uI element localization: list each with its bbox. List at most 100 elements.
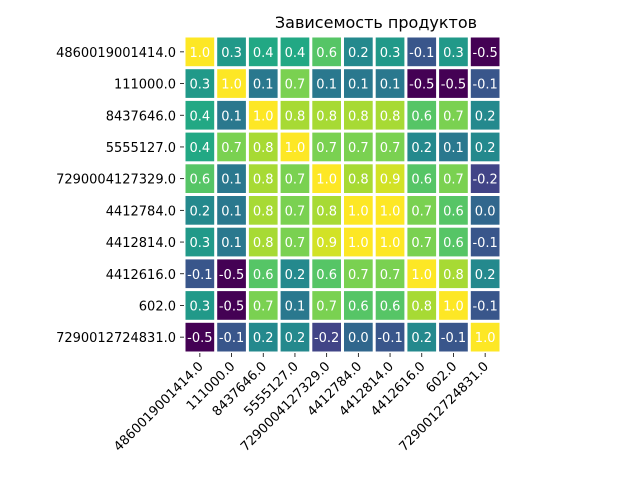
cell-value-label-r6-c1: 0.1 xyxy=(221,236,242,251)
cell-value-label-r4-c1: 0.1 xyxy=(221,173,242,188)
heatmap-cell-r2-c0 xyxy=(185,100,215,130)
cell-value-label-r0-c2: 0.4 xyxy=(253,46,274,61)
heatmap-cell-r1-c5 xyxy=(344,69,373,98)
cell-value-label-r5-c5: 1.0 xyxy=(348,204,369,219)
heatmap-cell-r0-c9 xyxy=(470,37,500,67)
heatmap-cell-r5-c5 xyxy=(344,196,373,225)
cell-value-label-r1-c5: 0.1 xyxy=(348,78,369,93)
heatmap-cell-r9-c0 xyxy=(185,322,215,352)
y-tick-label-4412814-0: 4412814.0 xyxy=(106,236,176,251)
heatmap-cell-r4-c1 xyxy=(217,164,246,193)
cell-value-label-r6-c9: -0.1 xyxy=(472,236,497,251)
heatmap-cell-r9-c6 xyxy=(375,322,405,352)
heatmap-cell-r3-c8 xyxy=(439,132,468,162)
cell-value-label-r4-c0: 0.6 xyxy=(190,173,211,188)
cell-value-label-r7-c0: -0.1 xyxy=(187,268,212,283)
heatmap-cell-r1-c9 xyxy=(470,69,500,98)
heatmap-cell-r5-c3 xyxy=(280,196,310,225)
cell-value-label-r2-c7: 0.6 xyxy=(411,109,432,124)
heatmap-cell-r1-c0 xyxy=(185,69,215,98)
cell-value-label-r2-c1: 0.1 xyxy=(221,109,242,124)
heatmap-cell-r5-c1 xyxy=(217,196,246,225)
heatmap-cell-r6-c3 xyxy=(280,227,310,257)
heatmap-cell-r6-c6 xyxy=(375,227,405,257)
cell-value-label-r3-c1: 0.7 xyxy=(221,141,242,156)
cell-value-label-r3-c6: 0.7 xyxy=(380,141,401,156)
heatmap-cell-r2-c7 xyxy=(407,100,437,130)
y-tick-label-8437646-0: 8437646.0 xyxy=(106,109,176,124)
y-tick-label-4412616-0: 4412616.0 xyxy=(106,268,176,283)
heatmap-cell-r5-c2 xyxy=(248,196,278,225)
heatmap-cell-r3-c1 xyxy=(217,132,246,162)
cell-value-label-r6-c3: 0.7 xyxy=(285,236,306,251)
cell-value-label-r5-c3: 0.7 xyxy=(285,204,306,219)
heatmap-cell-r7-c1 xyxy=(217,259,246,289)
cell-value-label-r9-c2: 0.2 xyxy=(253,331,274,346)
heatmap-cell-r4-c7 xyxy=(407,164,437,193)
cell-value-label-r7-c2: 0.6 xyxy=(253,268,274,283)
cell-value-label-r6-c7: 0.7 xyxy=(411,236,432,251)
cell-value-label-r5-c9: 0.0 xyxy=(475,204,496,219)
heatmap-cell-r5-c7 xyxy=(407,196,437,225)
heatmap-cell-r2-c5 xyxy=(344,100,373,130)
cell-value-label-r4-c9: -0.2 xyxy=(472,173,497,188)
cell-value-label-r9-c6: -0.1 xyxy=(377,331,402,346)
heatmap-cell-r8-c8 xyxy=(439,291,468,320)
heatmap-cell-r5-c4 xyxy=(312,196,341,225)
cell-value-label-r8-c0: 0.3 xyxy=(190,299,211,314)
cell-value-label-r0-c4: 0.6 xyxy=(316,46,337,61)
heatmap-cell-r0-c3 xyxy=(280,37,310,67)
cell-value-label-r5-c7: 0.7 xyxy=(411,204,432,219)
cell-value-label-r3-c0: 0.4 xyxy=(190,141,211,156)
heatmap-cell-r7-c5 xyxy=(344,259,373,289)
heatmap-cell-r7-c8 xyxy=(439,259,468,289)
heatmap-cell-r7-c0 xyxy=(185,259,215,289)
cell-value-label-r8-c6: 0.6 xyxy=(380,299,401,314)
heatmap-cell-r9-c4 xyxy=(312,322,341,352)
cell-value-label-r5-c4: 0.8 xyxy=(316,204,337,219)
heatmap-cell-r7-c7 xyxy=(407,259,437,289)
cell-value-label-r0-c0: 1.0 xyxy=(190,46,211,61)
heatmap-cell-r4-c6 xyxy=(375,164,405,193)
cell-value-label-r1-c9: -0.1 xyxy=(472,78,497,93)
heatmap-cell-r0-c2 xyxy=(248,37,278,67)
heatmap-cell-r8-c4 xyxy=(312,291,341,320)
cell-value-label-r7-c7: 1.0 xyxy=(411,268,432,283)
cell-value-label-r2-c8: 0.7 xyxy=(443,109,464,124)
y-tick-label-4860019001414-0: 4860019001414.0 xyxy=(56,46,176,61)
cell-value-label-r3-c4: 0.7 xyxy=(316,141,337,156)
heatmap-cell-r9-c1 xyxy=(217,322,246,352)
heatmap-cell-r3-c5 xyxy=(344,132,373,162)
cell-value-label-r9-c5: 0.0 xyxy=(348,331,369,346)
cell-value-label-r7-c5: 0.7 xyxy=(348,268,369,283)
heatmap-cell-r8-c2 xyxy=(248,291,278,320)
cell-value-label-r0-c3: 0.4 xyxy=(285,46,306,61)
cell-value-label-r2-c0: 0.4 xyxy=(190,109,211,124)
heatmap-cell-r1-c4 xyxy=(312,69,341,98)
heatmap-cell-r6-c5 xyxy=(344,227,373,257)
cell-value-label-r1-c4: 0.1 xyxy=(316,78,337,93)
heatmap-cell-r7-c6 xyxy=(375,259,405,289)
cell-value-label-r4-c4: 1.0 xyxy=(316,173,337,188)
cell-value-label-r8-c7: 0.8 xyxy=(411,299,432,314)
heatmap-cell-r2-c1 xyxy=(217,100,246,130)
heatmap-cell-r7-c4 xyxy=(312,259,341,289)
heatmap-cell-r6-c2 xyxy=(248,227,278,257)
cell-value-label-r8-c3: 0.1 xyxy=(285,299,306,314)
cell-value-label-r7-c6: 0.7 xyxy=(380,268,401,283)
heatmap-cell-r2-c4 xyxy=(312,100,341,130)
cell-value-label-r2-c6: 0.8 xyxy=(380,109,401,124)
cell-value-label-r6-c2: 0.8 xyxy=(253,236,274,251)
cell-value-label-r4-c5: 0.8 xyxy=(348,173,369,188)
cell-value-label-r8-c9: -0.1 xyxy=(472,299,497,314)
y-tick-label-602-0: 602.0 xyxy=(139,299,176,314)
cell-value-label-r3-c7: 0.2 xyxy=(411,141,432,156)
heatmap-cell-r4-c5 xyxy=(344,164,373,193)
cell-value-label-r4-c6: 0.9 xyxy=(380,173,401,188)
cell-value-label-r6-c0: 0.3 xyxy=(190,236,211,251)
heatmap-cell-r6-c9 xyxy=(470,227,500,257)
cell-value-label-r4-c8: 0.7 xyxy=(443,173,464,188)
y-tick-labels: 4860019001414.0 111000.0 8437646.0 5555127.… xyxy=(56,46,184,346)
cell-value-label-r5-c8: 0.6 xyxy=(443,204,464,219)
